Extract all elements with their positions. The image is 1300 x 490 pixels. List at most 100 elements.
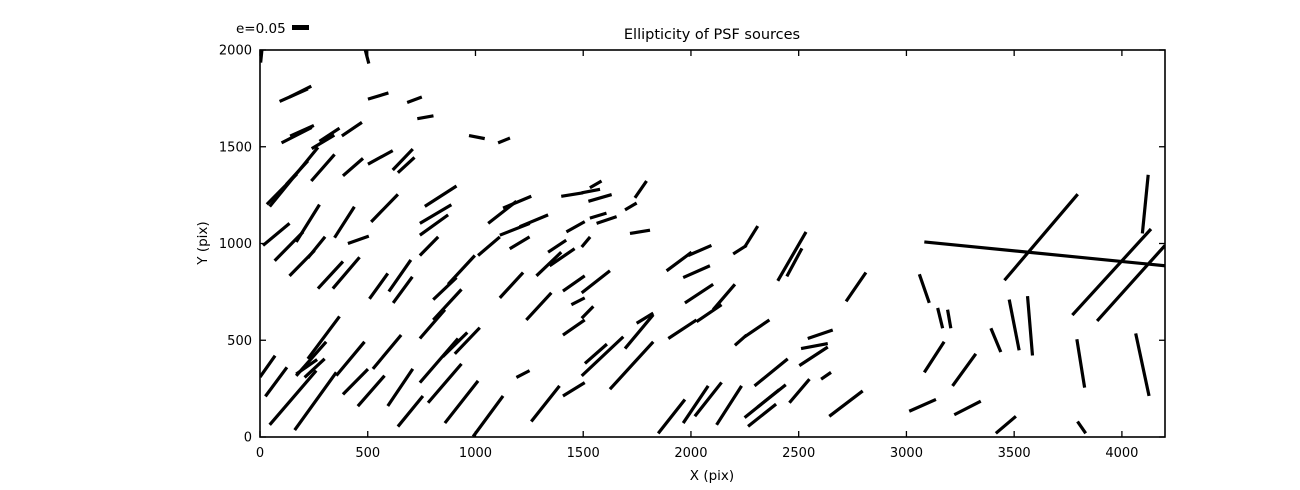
ellipticity-segment — [580, 269, 611, 295]
ellipticity-segment — [306, 235, 327, 260]
ellipticity-segment — [471, 395, 505, 437]
y-axis-label: Y (pix) — [195, 221, 211, 265]
x-tick-label: 1500 — [567, 446, 600, 461]
ellipticity-segment — [633, 180, 648, 199]
ellipticity-segment — [1025, 295, 1035, 356]
ellipticity-segment — [580, 305, 595, 320]
ellipticity-segment — [387, 259, 413, 293]
ellipticity-segment — [295, 358, 319, 376]
ellipticity-segment — [756, 383, 787, 409]
ellipticity-segment — [453, 326, 481, 355]
ellipticity-segment — [417, 114, 434, 121]
ellipticity-segment — [356, 374, 386, 408]
ellipticity-segment — [293, 371, 338, 431]
ellipticity-segment — [667, 318, 698, 340]
y-tick-label: 1500 — [219, 140, 252, 155]
x-tick-label: 3500 — [998, 446, 1031, 461]
ellipticity-segment — [371, 334, 403, 370]
ellipticity-segment — [340, 121, 363, 138]
ellipticity-segment — [693, 381, 723, 418]
ellipticity-segment — [432, 276, 458, 301]
ellipticity-segment — [715, 385, 743, 426]
ellipticity-segment — [368, 272, 390, 300]
ellipticity-segment — [331, 256, 361, 290]
x-tick-label: 3000 — [890, 446, 923, 461]
x-tick-label: 2500 — [782, 446, 815, 461]
ellipticity-segment — [587, 193, 613, 203]
ellipticity-segment — [581, 187, 601, 195]
ellipticity-segment — [367, 149, 394, 166]
ellipticity-segment — [260, 50, 264, 63]
ellipticity-segment — [908, 397, 937, 413]
x-tick-label: 500 — [355, 446, 380, 461]
ellipticity-segment — [753, 357, 789, 388]
ellipticity-segment — [396, 394, 425, 428]
ellipticity-segment — [432, 288, 463, 322]
ellipticity-segment — [419, 203, 453, 225]
ellipticity-segment — [629, 228, 651, 236]
ellipticity-segment — [1007, 299, 1021, 351]
x-tick-label: 2000 — [674, 446, 707, 461]
ellipticity-segment — [273, 230, 305, 262]
ellipticity-segment — [260, 354, 277, 378]
ellipticity-segment — [743, 225, 760, 249]
ellipticity-segment — [623, 313, 655, 350]
ellipticity-segment — [785, 247, 804, 278]
ellipticity-segment — [443, 379, 480, 425]
ellipticity-segment — [318, 126, 341, 143]
ellipticity-segment — [565, 220, 586, 234]
ellipticity-segment — [580, 335, 625, 378]
ellipticity-segment — [989, 327, 1003, 353]
ellipticity-segment — [303, 357, 326, 379]
plot-frame — [259, 49, 1166, 438]
ellipticity-segment — [624, 201, 638, 212]
ellipticity-segment — [391, 147, 414, 172]
ellipticity-segment — [844, 271, 868, 303]
ellipticity-segment — [665, 250, 693, 273]
x-tick-label: 4000 — [1105, 446, 1138, 461]
y-tick-label: 500 — [227, 334, 252, 349]
ellipticity-segment — [684, 282, 715, 305]
ellipticity-segment — [418, 235, 440, 257]
tick-labels-layer: 0 500 1000 1500 2000 2500 3000 3500 4000 0 500 1000… — [219, 44, 1139, 462]
ellipticity-segment — [1071, 227, 1153, 317]
ellipticity-segment — [562, 274, 586, 293]
ellipticity-segment — [548, 247, 576, 268]
ellipticity-segment — [807, 328, 834, 341]
ellipticity-segment — [363, 50, 371, 64]
ellipticity-segment — [608, 340, 655, 391]
ellipticity-segment — [580, 235, 592, 249]
ellipticity-segment — [530, 384, 561, 423]
ellipticity-segment — [570, 296, 586, 307]
ellipticity-segment — [406, 95, 423, 104]
ellipticity-segment — [310, 153, 336, 183]
ellipticity-segment — [477, 235, 501, 257]
ellipticity-segment — [1134, 333, 1151, 397]
ellipticity-segment — [396, 156, 416, 174]
legend-label: e=0.05 — [236, 21, 286, 37]
segments-layer — [260, 50, 1165, 437]
ellipticity-segment — [936, 307, 945, 329]
ellipticity-segment — [423, 184, 458, 208]
ellipticity-segment — [268, 369, 318, 426]
ellipticity-segment — [924, 240, 1165, 268]
ellipticity-segment — [426, 362, 463, 404]
ellipticity-segment — [820, 371, 832, 381]
ellipticity-segment — [917, 273, 931, 304]
ellipticity-segment — [310, 133, 336, 151]
ellipticity-segment — [519, 213, 549, 229]
ellipticity-segment — [994, 415, 1017, 435]
ellipticity-segment — [341, 367, 370, 396]
ellipticity-segment — [596, 215, 618, 225]
ellipticity-segment — [497, 136, 511, 145]
ellipticity-segment — [953, 399, 982, 417]
ellipticity-segment — [508, 235, 531, 251]
ellipticity-segment — [1095, 244, 1165, 322]
ellipticity-segment — [788, 378, 811, 404]
ellipticity-segment — [418, 213, 450, 237]
ellipticity-segment — [335, 340, 366, 377]
ellipticity-segment — [468, 133, 486, 141]
ellipticity-segment — [635, 311, 655, 325]
ellipticity-segment — [391, 275, 414, 304]
